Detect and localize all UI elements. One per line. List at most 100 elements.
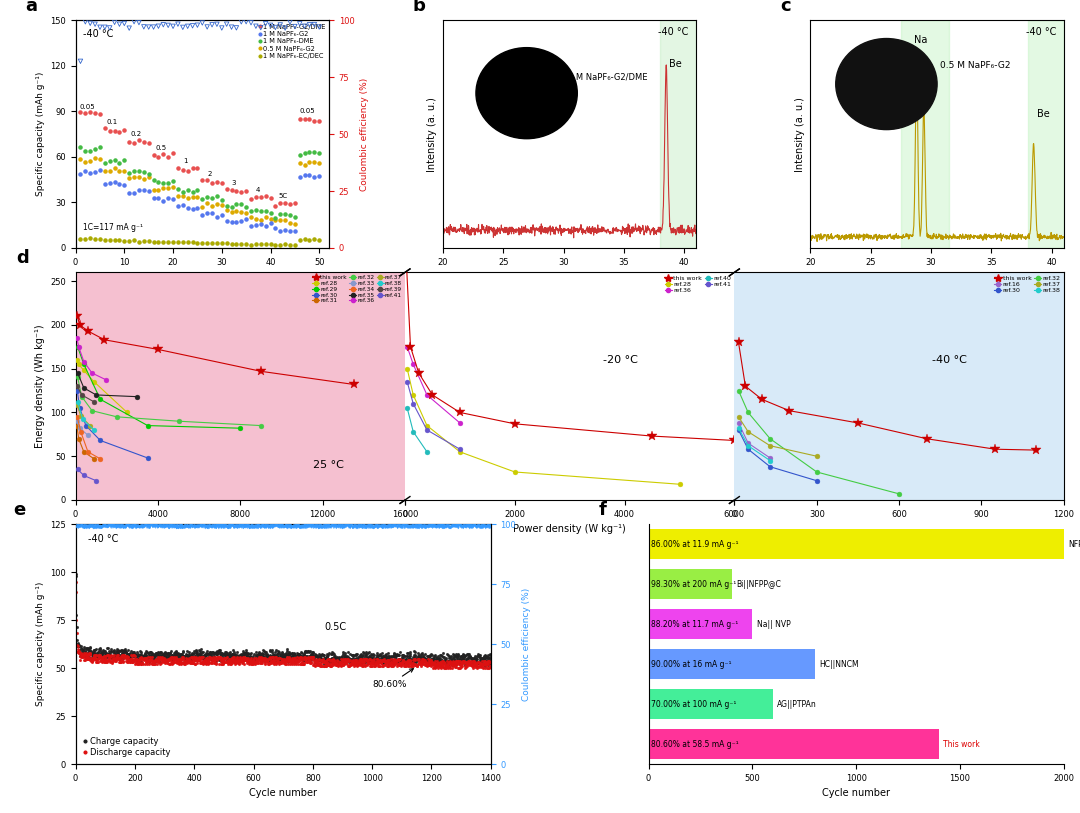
Point (193, 174, 211, 187)
Point (265, 520, 282, 533)
Discharge capacity (472, 657, 489, 670)
Charge capacity (480, 659, 497, 672)
Discharge capacity (228, 652, 245, 665)
Charge capacity (407, 653, 424, 666)
Discharge capacity (175, 658, 192, 671)
Point (388, 518, 405, 531)
Point (450, 521, 468, 534)
Charge capacity (84, 646, 102, 659)
Discharge capacity (150, 653, 167, 666)
Point (462, 519, 480, 532)
Point (273, 520, 291, 533)
Point (164, 520, 181, 533)
Point (113, 519, 131, 532)
Charge capacity (121, 653, 138, 666)
Charge capacity (429, 652, 446, 665)
Discharge capacity (269, 652, 286, 665)
Point (139, 518, 157, 531)
Point (174, 521, 191, 534)
Charge capacity (315, 649, 333, 662)
Point (348, 520, 365, 533)
Discharge capacity (251, 651, 268, 664)
Point (170, 236, 187, 249)
Point (125, 234, 143, 247)
Point (116, 520, 133, 533)
Discharge capacity (267, 657, 284, 670)
Point (83, 520, 100, 533)
Text: NFPP@rGO||FBO@C: NFPP@rGO||FBO@C (1068, 540, 1080, 549)
Discharge capacity (375, 659, 392, 672)
Discharge capacity (164, 655, 181, 668)
Discharge capacity (478, 657, 496, 670)
Charge capacity (186, 650, 203, 663)
Point (268, 520, 285, 533)
Point (95, 520, 112, 533)
Discharge capacity (328, 657, 346, 670)
Point (482, 520, 499, 533)
Discharge capacity (179, 655, 197, 668)
Charge capacity (376, 652, 393, 665)
Discharge capacity (120, 654, 137, 667)
Discharge capacity (355, 656, 373, 669)
Discharge capacity (380, 659, 397, 672)
Point (347, 519, 364, 532)
Discharge capacity (273, 653, 291, 666)
Charge capacity (318, 653, 335, 666)
Discharge capacity (162, 653, 179, 666)
Discharge capacity (214, 658, 231, 671)
Point (194, 520, 212, 533)
Point (102, 518, 119, 531)
Point (244, 519, 261, 532)
Point (244, 521, 261, 534)
Discharge capacity (467, 658, 484, 671)
Charge capacity (175, 656, 192, 669)
Point (400, 520, 417, 533)
Discharge capacity (134, 653, 151, 666)
Charge capacity (448, 652, 465, 665)
Point (481, 521, 498, 534)
Discharge capacity (312, 659, 329, 672)
Charge capacity (377, 653, 394, 666)
Discharge capacity (297, 652, 314, 665)
Point (301, 233, 319, 246)
Discharge capacity (472, 659, 489, 672)
Point (482, 520, 499, 533)
Discharge capacity (253, 653, 270, 666)
Point (416, 520, 433, 533)
Point (179, 20, 197, 33)
Discharge capacity (98, 649, 116, 662)
Charge capacity (117, 642, 134, 655)
Charge capacity (233, 650, 251, 663)
Charge capacity (257, 651, 274, 664)
Discharge capacity (306, 654, 323, 667)
Point (152, 518, 170, 531)
Discharge capacity (214, 655, 231, 668)
Discharge capacity (348, 657, 365, 670)
Discharge capacity (139, 650, 157, 663)
Discharge capacity (130, 654, 147, 667)
Charge capacity (350, 654, 367, 667)
Discharge capacity (215, 653, 232, 666)
Discharge capacity (283, 654, 300, 667)
Point (83, 518, 100, 531)
Discharge capacity (457, 655, 474, 668)
Charge capacity (449, 650, 467, 663)
Charge capacity (308, 650, 325, 663)
Point (345, 521, 362, 534)
Discharge capacity (327, 659, 345, 672)
Discharge capacity (94, 656, 111, 669)
Point (252, 237, 269, 250)
Point (313, 521, 330, 534)
Discharge capacity (313, 654, 330, 667)
Discharge capacity (95, 650, 112, 663)
Discharge capacity (330, 657, 348, 670)
Point (97, 520, 114, 533)
Text: 90.00% at 16 mA g⁻¹: 90.00% at 16 mA g⁻¹ (650, 660, 731, 669)
Point (245, 521, 262, 534)
Charge capacity (167, 650, 185, 663)
Discharge capacity (165, 653, 183, 666)
Discharge capacity (295, 650, 312, 663)
Point (276, 518, 294, 531)
Discharge capacity (104, 654, 121, 667)
Discharge capacity (291, 651, 308, 664)
